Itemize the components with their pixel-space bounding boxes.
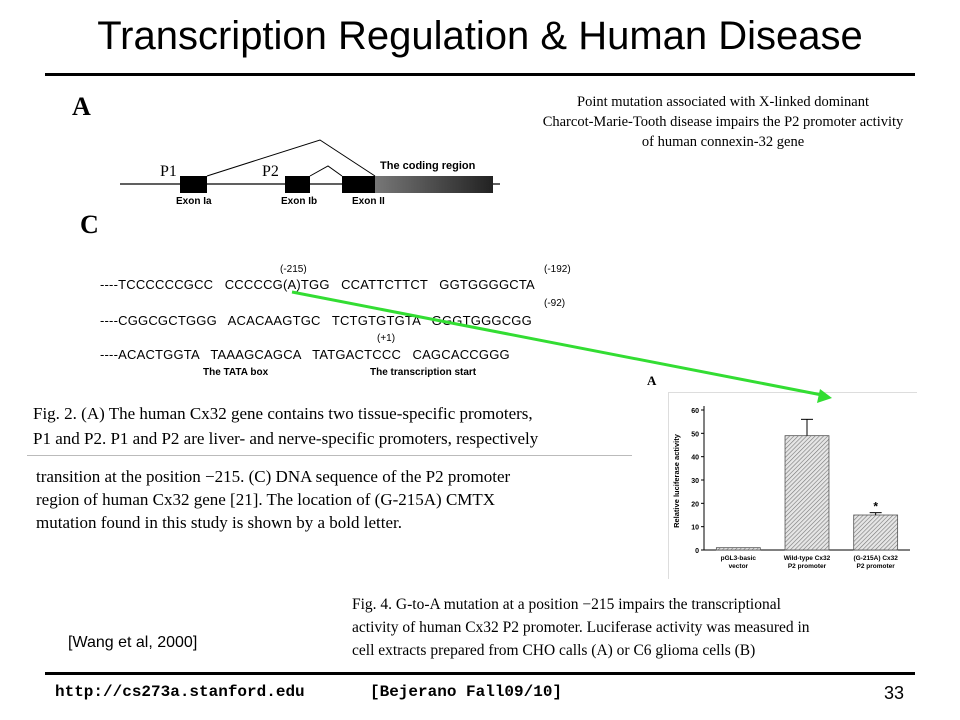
caption-crop-divider xyxy=(27,455,632,456)
luciferase-bar-chart: Relative luciferase activity 0 10 20 30 40 50… xyxy=(672,406,910,570)
exon-ia-box xyxy=(180,176,207,193)
transcription-start-label: The transcription start xyxy=(370,367,477,378)
x-category-label: Wild-type Cx32 xyxy=(784,555,831,562)
citation: [Wang et al, 2000] xyxy=(68,634,198,651)
luciferase-chart-frame xyxy=(668,392,917,579)
position-label-minus192: (-192) xyxy=(544,264,571,275)
sequence-row-1: ----TCCCCCCGCC CCCCCG(A)TGG CCATTCTTCT G… xyxy=(100,277,535,292)
y-tick-label: 40 xyxy=(691,455,699,462)
fig2-caption-line: mutation found in this study is shown by… xyxy=(36,513,402,532)
arrow-head xyxy=(817,389,832,403)
x-category-label: vector xyxy=(729,563,749,570)
sequence-row-3: ----ACACTGGTA TAAAGCAGCA TATGACTCCC CAGC… xyxy=(100,347,510,362)
bar xyxy=(715,547,761,551)
exon-ii-box xyxy=(342,176,375,193)
fig2-caption-line: Fig. 2. (A) The human Cx32 gene contains… xyxy=(33,404,533,423)
exon-ii-label: Exon II xyxy=(352,196,385,207)
splice-line-short xyxy=(309,165,343,177)
title-divider xyxy=(45,73,915,76)
footer-course: [Bejerano Fall09/10] xyxy=(370,683,563,701)
exon-ia-label: Exon Ia xyxy=(176,196,212,207)
position-label-minus92: (-92) xyxy=(544,298,566,309)
promoter-p1-label: P1 xyxy=(160,163,177,180)
y-tick-label: 50 xyxy=(691,431,699,438)
panel-c-label: C xyxy=(80,210,99,239)
paper-title: Point mutation associated with X-linked … xyxy=(488,92,958,152)
x-category-label: P2 promoter xyxy=(788,563,827,570)
y-tick-label: 10 xyxy=(691,525,699,532)
fig4-caption-line: cell extracts prepared from CHO calls (A… xyxy=(352,642,756,659)
y-tick-label: 20 xyxy=(691,501,699,508)
paper-title-line: of human connexin-32 gene xyxy=(641,134,805,150)
significance-marker: * xyxy=(873,500,878,514)
fig4-caption-line: Fig. 4. G-to-A mutation at a position −2… xyxy=(352,596,781,613)
splice-line-long xyxy=(206,139,376,177)
x-category-label: (G-215A) Cx32 xyxy=(853,555,898,562)
tata-box-label: The TATA box xyxy=(203,367,269,378)
footer-divider xyxy=(45,672,915,675)
exon-ib-label: Exon Ib xyxy=(281,196,318,207)
position-label-minus215: (-215) xyxy=(280,264,307,275)
fig2-caption-line: P1 and P2. P1 and P2 are liver- and nerv… xyxy=(33,429,539,448)
bar xyxy=(853,514,899,551)
coding-region-box xyxy=(375,176,493,193)
y-tick-label: 60 xyxy=(691,408,699,415)
gene-structure-diagram xyxy=(120,139,500,193)
footer-url: http://cs273a.stanford.edu xyxy=(55,683,305,701)
arrow-shaft xyxy=(291,290,823,397)
coding-region-label: The coding region xyxy=(380,160,476,172)
paper-title-line: Point mutation associated with X-linked … xyxy=(577,94,869,110)
x-category-label: P2 promoter xyxy=(857,563,896,570)
y-tick-label: 0 xyxy=(695,548,699,555)
page-number: 33 xyxy=(884,683,905,703)
paper-title-line: Charcot-Marie-Tooth disease impairs the … xyxy=(542,114,904,130)
fig2-caption-line: region of human Cx32 gene [21]. The loca… xyxy=(36,490,496,509)
exon-ib-box xyxy=(285,176,310,193)
fig2-caption-line: transition at the position −215. (C) DNA… xyxy=(36,467,511,486)
panel-a-label: A xyxy=(72,92,91,121)
y-tick-label: 30 xyxy=(691,478,699,485)
slide-title: Transcription Regulation & Human Disease xyxy=(97,14,863,58)
fig4-caption-line: activity of human Cx32 P2 promoter. Luci… xyxy=(352,619,810,636)
promoter-p2-label: P2 xyxy=(262,163,279,180)
position-label-plus1: (+1) xyxy=(377,333,396,344)
chart-panel-label: A xyxy=(647,373,657,388)
x-category-label: pGL3-basic xyxy=(721,555,757,562)
y-axis-label: Relative luciferase activity xyxy=(672,433,681,528)
